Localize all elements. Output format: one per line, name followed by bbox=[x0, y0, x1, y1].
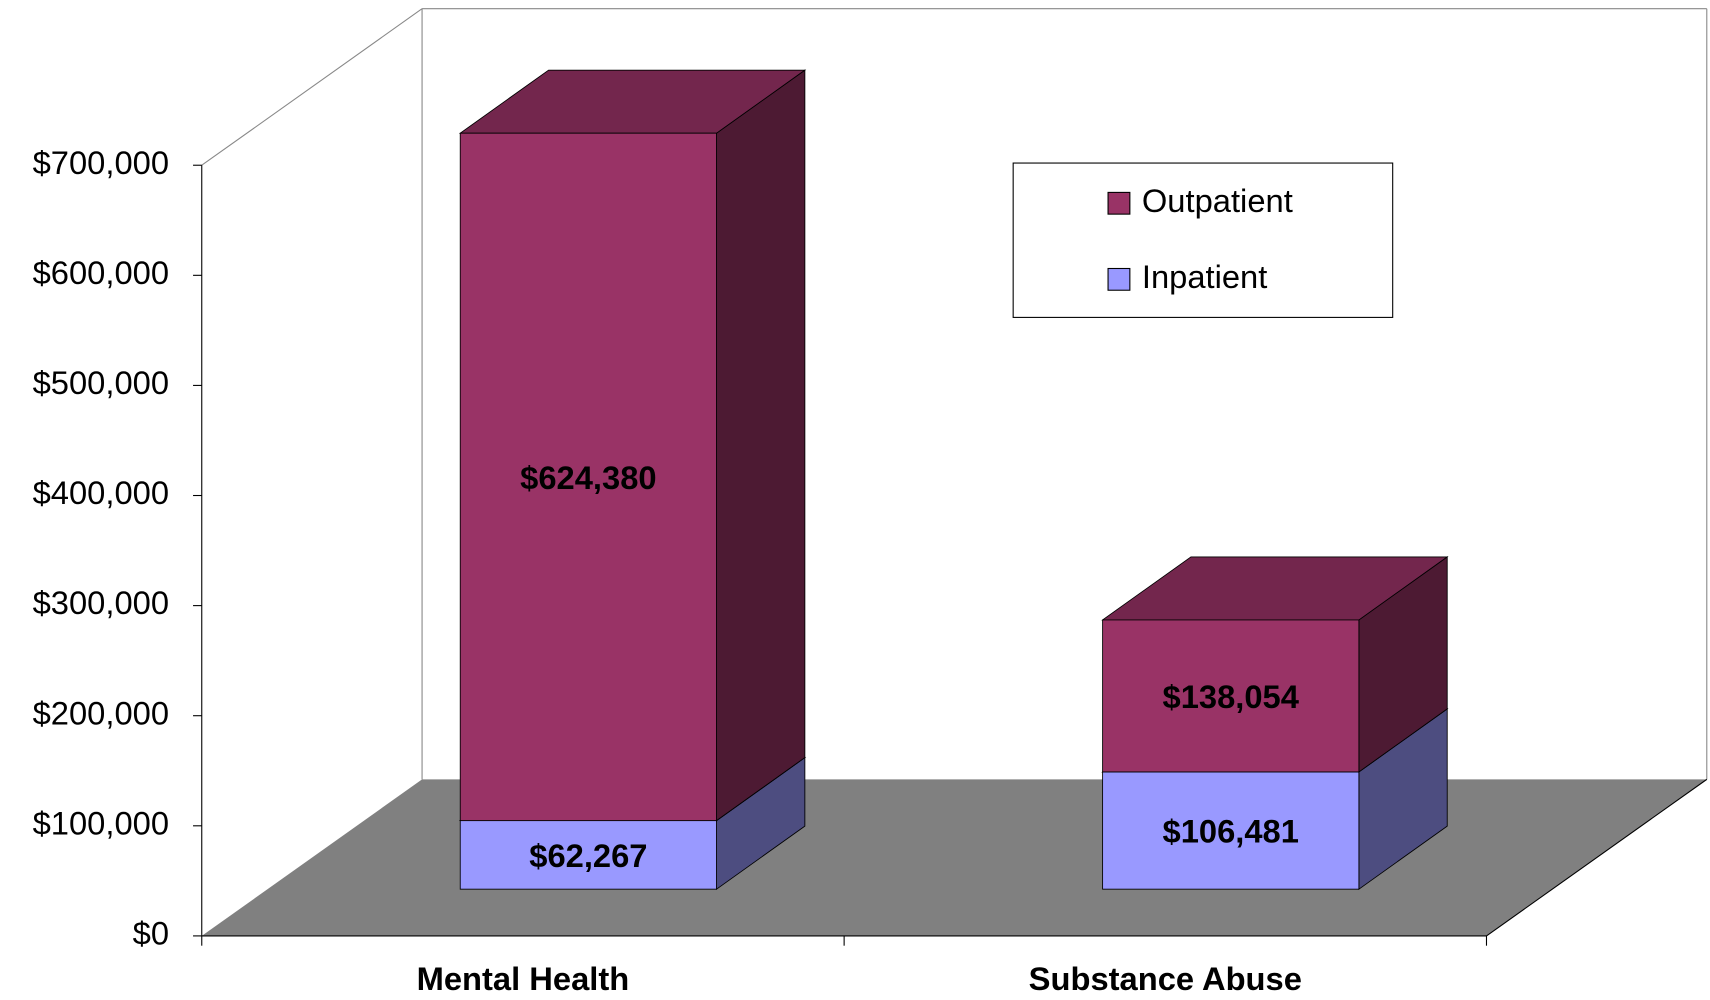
x-tick-label: Mental Health bbox=[417, 960, 630, 997]
bar bbox=[1102, 771, 1360, 890]
y-tick-label: $400,000 bbox=[33, 474, 169, 511]
y-tick-label: $200,000 bbox=[33, 694, 169, 731]
bar bbox=[459, 132, 717, 822]
floor bbox=[201, 779, 1707, 936]
bar bbox=[459, 820, 717, 890]
value-label: $138,054 bbox=[1163, 678, 1299, 715]
value-label: $106,481 bbox=[1163, 812, 1299, 849]
bar-side bbox=[716, 69, 806, 822]
y-tick-label: $700,000 bbox=[33, 144, 169, 181]
value-label: $624,380 bbox=[520, 459, 656, 496]
legend-label: Outpatient bbox=[1142, 182, 1293, 219]
legend-label: Inpatient bbox=[1142, 258, 1268, 295]
y-tick-label: $600,000 bbox=[33, 254, 169, 291]
plot: $0 $100,000 $200,000 $300,000 $400,000 $500,0… bbox=[33, 8, 1708, 997]
wall-edge bbox=[201, 8, 423, 166]
y-tick-label: $300,000 bbox=[33, 584, 169, 621]
y-tick-label: $0 bbox=[133, 915, 169, 952]
floor-edge bbox=[1486, 778, 1708, 937]
legend-swatch bbox=[1107, 191, 1131, 215]
value-label: $62,267 bbox=[529, 837, 647, 874]
bar bbox=[1102, 619, 1360, 773]
y-tick-label: $100,000 bbox=[33, 804, 169, 841]
legend bbox=[1012, 162, 1394, 318]
y-tick-label: $500,000 bbox=[33, 364, 169, 401]
legend-swatch bbox=[1107, 267, 1131, 291]
x-tick-label: Substance Abuse bbox=[1029, 960, 1302, 997]
